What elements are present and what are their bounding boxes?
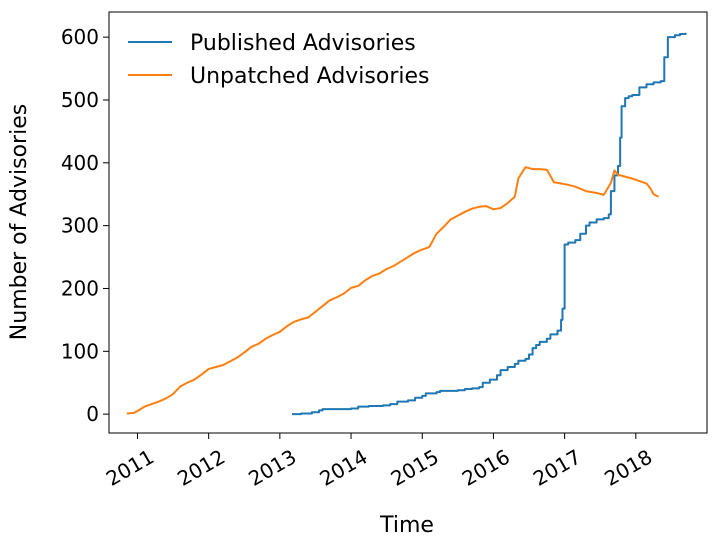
y-tick-label: 300 (61, 214, 99, 238)
legend: Published Advisories Unpatched Advisorie… (128, 31, 430, 89)
plot-frame (108, 11, 708, 434)
x-axis-title: Time (379, 513, 434, 538)
series-line-published (291, 32, 687, 416)
series-layer (126, 32, 687, 416)
y-axis-title: Number of Advisories (7, 104, 32, 340)
y-tick-label: 0 (86, 402, 99, 426)
legend-label-unpatched: Unpatched Advisories (190, 64, 430, 89)
legend-label-published: Published Advisories (190, 31, 416, 56)
y-axis-ticks: 0 100 200 300 400 500 600 (61, 25, 109, 426)
y-tick-label: 400 (61, 151, 99, 175)
y-tick-label: 100 (61, 339, 99, 363)
y-tick-label: 600 (61, 25, 99, 49)
y-tick-label: 500 (61, 88, 99, 112)
series-line-unpatched (126, 166, 660, 415)
y-tick-label: 200 (61, 276, 99, 300)
